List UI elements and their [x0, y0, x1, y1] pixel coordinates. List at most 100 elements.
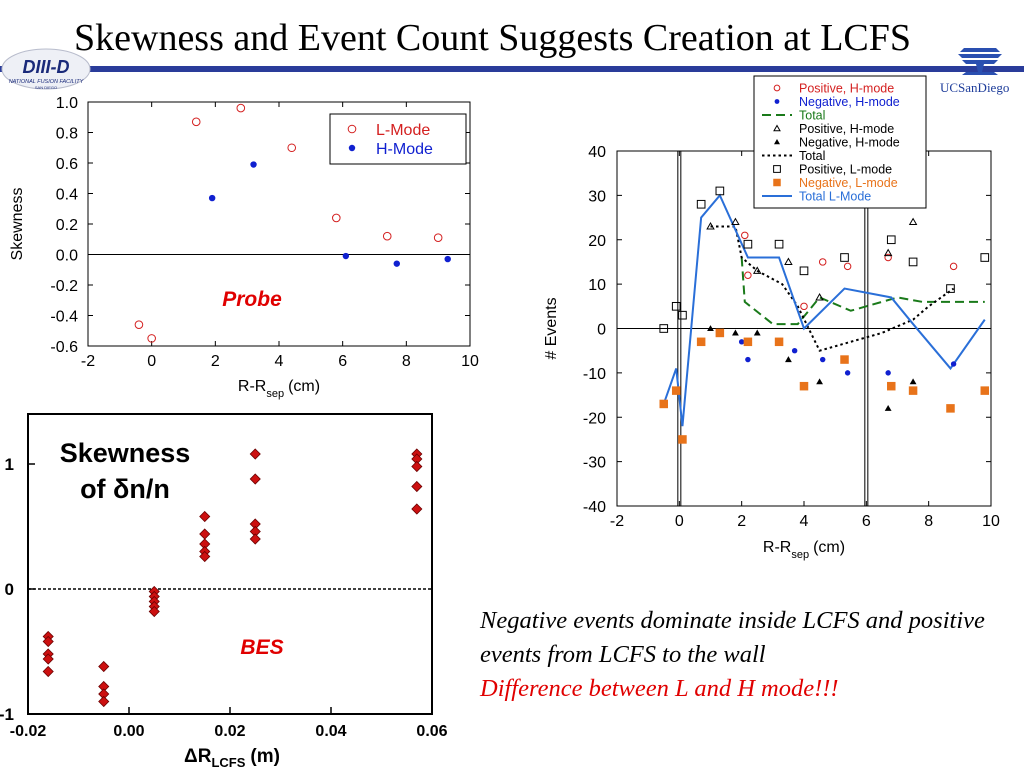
data-point — [774, 337, 784, 347]
x-tick-label: 4 — [275, 353, 284, 370]
y-tick-label: 10 — [588, 277, 606, 294]
x-tick-label: 0.04 — [315, 723, 346, 740]
data-point — [752, 266, 762, 274]
data-point — [707, 325, 714, 332]
data-point — [844, 370, 851, 376]
data-point — [980, 253, 990, 262]
y-tick-label: 0.2 — [56, 217, 78, 234]
y-tick-label: -0.6 — [50, 339, 78, 356]
x-axis-label: R-Rsep (cm) — [238, 378, 320, 400]
data-point — [411, 480, 423, 493]
legend-label: H-Mode — [376, 141, 433, 158]
y-tick-label: -1 — [0, 705, 14, 724]
legend-label: Total — [799, 149, 825, 163]
x-tick-label: 2 — [211, 353, 220, 370]
x-tick-label: -2 — [610, 513, 624, 530]
x-tick-label: 0.06 — [416, 723, 447, 740]
data-point — [886, 235, 896, 245]
data-point — [738, 339, 745, 345]
x-axis-label-sub: sep — [791, 549, 809, 561]
y-axis-label: Skewness — [9, 188, 26, 261]
x-tick-label: -0.02 — [10, 723, 47, 740]
x-tick-label: 0 — [675, 513, 684, 530]
y-tick-label: 0.6 — [56, 156, 78, 173]
data-point — [950, 361, 957, 367]
legend-label: Negative, L-mode — [799, 176, 898, 190]
data-point — [249, 533, 261, 545]
data-point — [249, 473, 261, 485]
x-axis-label: ΔRLCFS (m) — [184, 746, 280, 768]
data-point — [411, 503, 423, 515]
data-point — [696, 199, 706, 209]
data-point — [199, 528, 211, 540]
x-tick-label: 6 — [338, 353, 347, 370]
data-point — [840, 253, 849, 262]
x-tick-label: -2 — [81, 353, 95, 370]
data-point — [147, 334, 156, 343]
legend-label: Negative, H-mode — [799, 95, 900, 109]
legend-marker — [773, 165, 781, 173]
ucsd-logo — [958, 48, 1002, 75]
x-axis-label: R-Rsep (cm) — [763, 539, 845, 561]
y-tick-label: -30 — [583, 455, 606, 472]
y-tick-label: 20 — [588, 233, 606, 250]
data-point — [42, 665, 54, 678]
series-positive-l-mode-6 — [659, 186, 990, 333]
data-point — [433, 233, 443, 243]
data-point — [908, 217, 918, 226]
data-point — [732, 329, 739, 336]
data-point — [908, 386, 918, 395]
data-point — [696, 337, 706, 347]
data-point — [840, 355, 849, 364]
data-point — [883, 248, 893, 257]
data-point — [199, 510, 211, 523]
legend-label: Positive, H-mode — [799, 122, 894, 136]
data-point — [785, 356, 792, 363]
series-bes-points — [42, 448, 423, 708]
bes-skewness-chart: -0.02 0.00 0.02 0.04 0.06 1 0 -1 ΔRLCFS (m) Skewne… — [0, 413, 448, 768]
y-tick-label: 1 — [5, 455, 14, 474]
series-positive-h-mode-3 — [706, 217, 918, 301]
data-point — [799, 381, 809, 391]
bes-annotation: BES — [240, 636, 283, 659]
series-negative-l-mode-7 — [659, 328, 990, 444]
x-tick-label: 0.02 — [214, 723, 245, 740]
series-l-mode — [134, 103, 443, 343]
data-point — [671, 301, 681, 311]
x-tick-label: 0.00 — [113, 723, 144, 740]
x-tick-label: 8 — [924, 513, 933, 530]
data-point — [800, 302, 808, 311]
data-point — [908, 257, 918, 267]
data-point — [411, 460, 423, 473]
data-point — [884, 253, 892, 262]
series-line-total — [740, 257, 985, 326]
data-point — [818, 258, 827, 266]
diii-d-logo-subtext: NATIONAL FUSION FACILITY — [9, 79, 84, 85]
data-point — [382, 231, 392, 241]
data-point — [774, 239, 784, 249]
data-point — [249, 448, 261, 460]
y-tick-label: -20 — [583, 410, 606, 427]
caption-main: Negative events dominate inside LCFS and… — [480, 607, 985, 668]
legend-marker — [347, 124, 357, 134]
data-point — [946, 284, 955, 293]
data-point — [715, 328, 725, 338]
data-point — [98, 660, 110, 673]
legend-label: Total L-Mode — [799, 190, 871, 204]
data-point — [671, 386, 681, 395]
caption: Negative events dominate inside LCFS and… — [480, 604, 1020, 706]
data-point — [191, 117, 201, 127]
legend-marker — [348, 144, 356, 152]
data-point — [946, 404, 955, 413]
data-point — [884, 404, 892, 411]
y-tick-label: 40 — [588, 144, 606, 161]
data-point — [819, 356, 826, 363]
data-point — [745, 356, 751, 363]
x-axis-label-main: ΔR — [184, 746, 212, 767]
probe-annotation: Probe — [222, 288, 282, 311]
legend-label: Positive, L-mode — [799, 163, 892, 177]
data-point — [980, 386, 990, 395]
bes-title-line2: of δn/n — [80, 474, 170, 504]
legend-label: Positive, H-mode — [799, 82, 894, 96]
